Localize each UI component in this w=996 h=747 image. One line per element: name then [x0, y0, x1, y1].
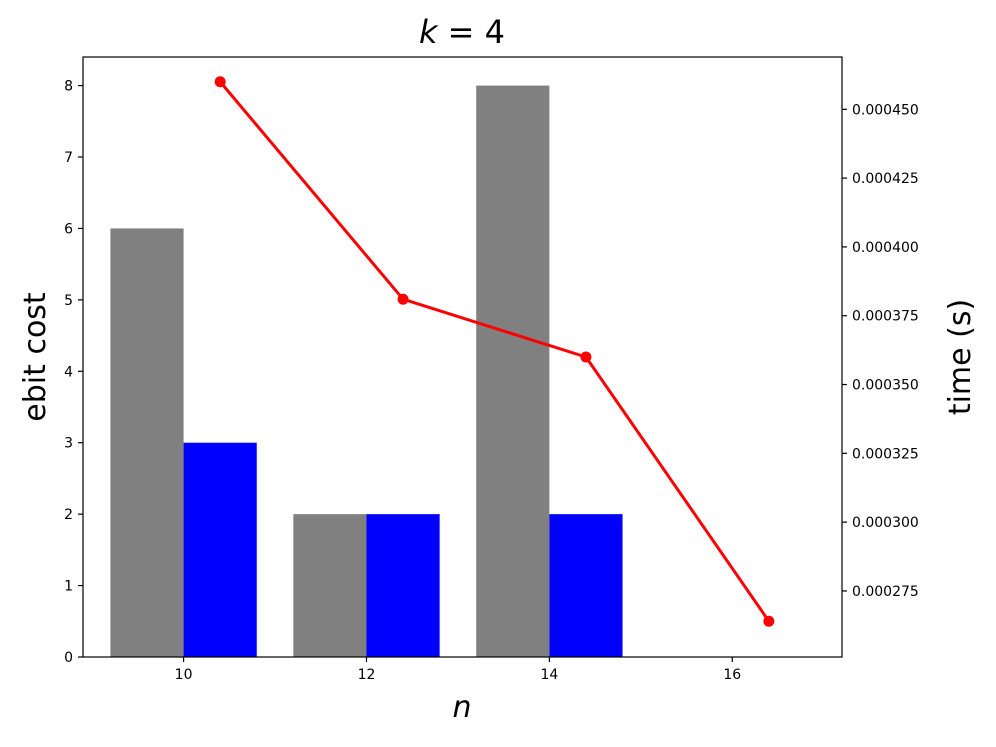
- plot-frame: [82, 56, 843, 658]
- x-axis-label: n: [452, 690, 471, 725]
- y-tick-label: 6: [64, 221, 73, 237]
- time-point: [763, 615, 775, 627]
- y-tick-label: 2: [64, 507, 73, 523]
- time-point: [214, 76, 226, 88]
- y-tick-label: 3: [64, 436, 73, 452]
- x-tick-label: 10: [175, 667, 193, 683]
- y-tick-label: 1: [64, 579, 73, 595]
- bar-s2-12: [366, 514, 440, 657]
- x-tick-label: 16: [723, 667, 741, 683]
- right-axis: 0.000275 0.000300 0.000325 0.000350 0.000375…: [842, 102, 919, 600]
- chart-title: k = 4: [419, 13, 505, 51]
- time-point: [397, 293, 409, 305]
- bar-s1-12: [293, 514, 367, 657]
- y-right-tick-label: 0.000375: [852, 309, 919, 325]
- y-right-tick-label: 0.000450: [852, 102, 919, 118]
- y-right-tick-label: 0.000325: [852, 446, 919, 462]
- bars-layer: [110, 85, 623, 658]
- y-axis-label: ebit cost: [18, 292, 53, 422]
- y-right-tick-label: 0.000400: [852, 240, 919, 256]
- x-tick-label: 12: [358, 667, 376, 683]
- left-axis: 0 1 2 3 4 5 6 7 8: [64, 79, 83, 666]
- y-tick-label: 8: [64, 79, 73, 95]
- line-layer: [214, 76, 775, 627]
- y-right-tick-label: 0.000350: [852, 378, 919, 394]
- y-tick-label: 5: [64, 293, 73, 309]
- y-axis-label-right: time (s): [943, 299, 978, 415]
- time-line: [219, 80, 771, 623]
- x-axis: 10 12 14 16: [175, 657, 741, 683]
- bar-s1-14: [476, 85, 550, 658]
- y-tick-label: 4: [64, 364, 73, 380]
- y-tick-label: 0: [64, 650, 73, 666]
- y-right-tick-label: 0.000300: [852, 515, 919, 531]
- time-point: [580, 351, 592, 363]
- bar-s2-10: [183, 442, 257, 657]
- x-tick-label: 14: [540, 667, 558, 683]
- y-tick-label: 7: [64, 150, 73, 166]
- bar-s2-14: [549, 514, 623, 657]
- bar-s1-10: [110, 228, 184, 657]
- y-right-tick-label: 0.000275: [852, 584, 919, 600]
- y-right-tick-label: 0.000425: [852, 171, 919, 187]
